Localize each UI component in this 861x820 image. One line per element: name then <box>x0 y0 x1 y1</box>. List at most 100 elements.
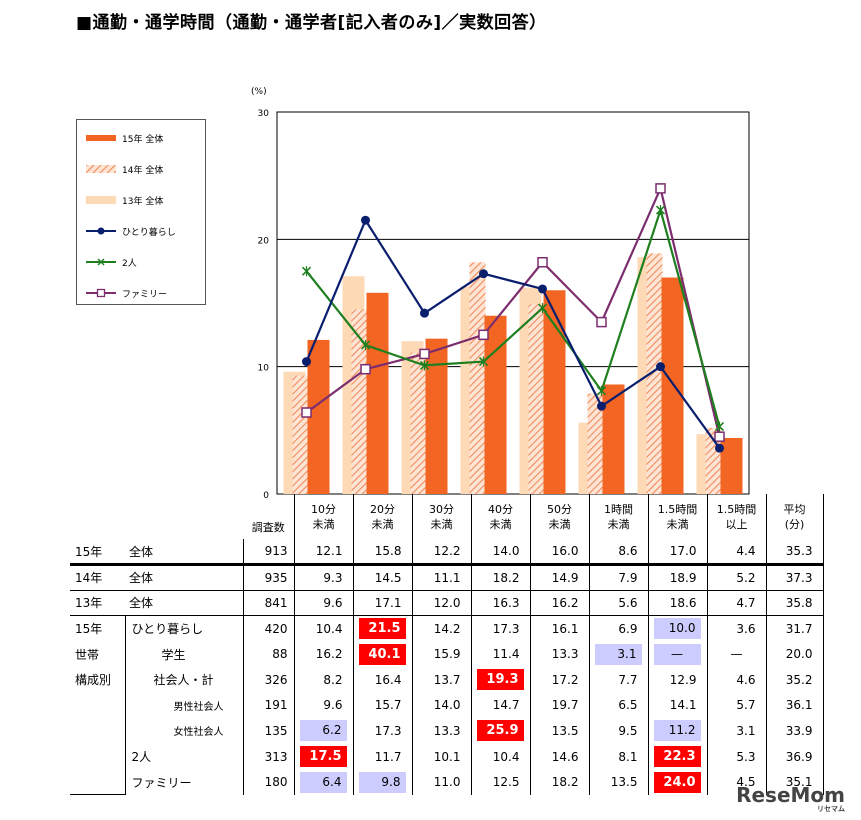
value-text: 12.1 <box>315 544 343 559</box>
value-text: 9.8 <box>358 771 406 793</box>
row-group-label: 構成別 <box>70 666 126 693</box>
sample-count: 135 <box>242 718 295 744</box>
value-cell: 6.5 <box>589 692 649 719</box>
living-alone-point <box>302 357 311 367</box>
table-row: 女性社会人 135 6.2 17.3 13.3 25.9 13.5 9.5 11.2 3.1 33.… <box>70 718 824 744</box>
value-text: 12.9 <box>669 672 697 687</box>
table-row: 13年 全体 841 9.6 17.1 12.0 16.3 16.2 5.6 18.6 4.7 35.… <box>70 590 824 617</box>
value-text: — <box>730 647 743 662</box>
family-point <box>537 257 548 268</box>
value-cell: 8.6 <box>589 539 649 567</box>
value-text: 4.7 <box>736 595 756 610</box>
row-label: 全体 <box>125 539 243 567</box>
category-header: 1.5時間 以上 <box>707 494 767 539</box>
bar-14-all <box>528 304 545 494</box>
value-cell: 14.7 <box>471 692 531 719</box>
sample-count: 326 <box>242 666 295 693</box>
value-text: 19.3 <box>476 669 524 691</box>
value-text: 16.0 <box>551 544 579 559</box>
value-cell: 35.1 <box>766 769 824 795</box>
y-tick-label: 30 <box>258 109 270 119</box>
value-cell: 17.0 <box>648 539 708 567</box>
bar-14-all <box>292 375 309 494</box>
row-group-label: 15年 <box>70 615 126 642</box>
value-text: 9.3 <box>323 570 343 585</box>
value-cell: 6.2 <box>294 718 354 744</box>
category-header: 20分 未満 <box>353 494 413 539</box>
category-label: 1.5時間 <box>716 502 757 516</box>
row-label: 男性社会人 <box>173 701 224 713</box>
value-cell: 10.4 <box>471 743 531 770</box>
two-person-point <box>419 360 430 371</box>
bar-14-all <box>469 262 486 494</box>
two-person-point <box>655 205 666 216</box>
value-text: 6.2 <box>299 720 347 742</box>
value-cell: 9.5 <box>589 718 649 744</box>
value-cell: 4.7 <box>707 590 767 617</box>
row-label: 学生 <box>161 647 186 662</box>
sample-count: 913 <box>242 539 295 567</box>
value-text: 16.2 <box>315 647 343 662</box>
value-text: 13.5 <box>610 775 638 790</box>
value-cell: 14.0 <box>412 692 472 719</box>
value-cell: 10.4 <box>294 615 354 642</box>
table-row: 15年 全体 913 12.1 15.8 12.2 14.0 16.0 8.6 17.0 4.4 35… <box>70 539 824 567</box>
sample-count: 191 <box>242 692 295 719</box>
table-row: 世帯 学生 88 16.2 40.1 15.9 11.4 13.3 3.1 — — 20.0 <box>70 641 824 667</box>
value-cell: 16.1 <box>530 615 590 642</box>
value-cell: — <box>648 641 708 667</box>
family-point <box>301 407 312 418</box>
value-cell: 33.9 <box>766 718 824 744</box>
bar-14-all <box>410 352 427 494</box>
category-label: 20分 <box>370 502 395 516</box>
legend-symbol <box>83 161 119 177</box>
value-cell: 6.9 <box>589 615 649 642</box>
value-text: 14.9 <box>551 570 579 585</box>
bar-15-all <box>307 339 330 494</box>
category-label: 未満 <box>430 517 453 531</box>
value-cell: 24.0 <box>648 769 708 795</box>
legend-item: ひとり暮らし <box>83 223 176 239</box>
value-cell: 14.2 <box>412 615 472 642</box>
y-tick-label: 20 <box>258 236 270 246</box>
value-cell: 7.7 <box>589 666 649 693</box>
sample-count: 420 <box>242 615 295 642</box>
value-text: 3.1 <box>594 643 642 665</box>
value-cell: 22.3 <box>648 743 708 770</box>
row-group-label <box>70 743 126 770</box>
value-cell: 9.6 <box>294 590 354 617</box>
value-cell: 37.3 <box>766 564 824 591</box>
category-header: 1時間 未満 <box>589 494 649 539</box>
category-header: 40分 未満 <box>471 494 531 539</box>
value-cell: 5.2 <box>707 564 767 591</box>
value-text: 3.6 <box>736 621 756 636</box>
value-cell: 3.1 <box>707 718 767 744</box>
value-cell: 3.6 <box>707 615 767 642</box>
value-text: 17.3 <box>492 621 520 636</box>
value-text: 18.6 <box>669 595 697 610</box>
row-group-label: 14年 <box>70 564 125 591</box>
y-tick-label: 10 <box>258 364 270 374</box>
value-cell: 13.5 <box>589 769 649 795</box>
row-label: 女性社会人 <box>173 727 224 739</box>
row-label: 全体 <box>125 590 243 617</box>
row-label: ひとり暮らし <box>131 622 204 637</box>
bar-15-all <box>484 315 507 494</box>
value-text: 16.3 <box>492 595 520 610</box>
value-text: 8.2 <box>323 672 343 687</box>
bar-15-all <box>543 290 566 494</box>
living-alone-line <box>305 217 721 449</box>
value-text: 3.1 <box>736 723 756 738</box>
legend-item: ファミリー <box>83 285 167 301</box>
y-axis-label: (%) <box>251 87 267 97</box>
value-cell: 35.2 <box>766 666 824 693</box>
value-cell: 14.0 <box>471 539 531 567</box>
living-alone-point <box>361 215 370 225</box>
value-text: 11.7 <box>374 749 402 764</box>
value-cell: 4.5 <box>707 769 767 795</box>
value-text: 14.7 <box>492 698 520 713</box>
value-cell: 5.3 <box>707 743 767 770</box>
value-cell: 16.2 <box>294 641 354 667</box>
two-person-line <box>305 206 721 427</box>
value-cell: 13.5 <box>530 718 590 744</box>
